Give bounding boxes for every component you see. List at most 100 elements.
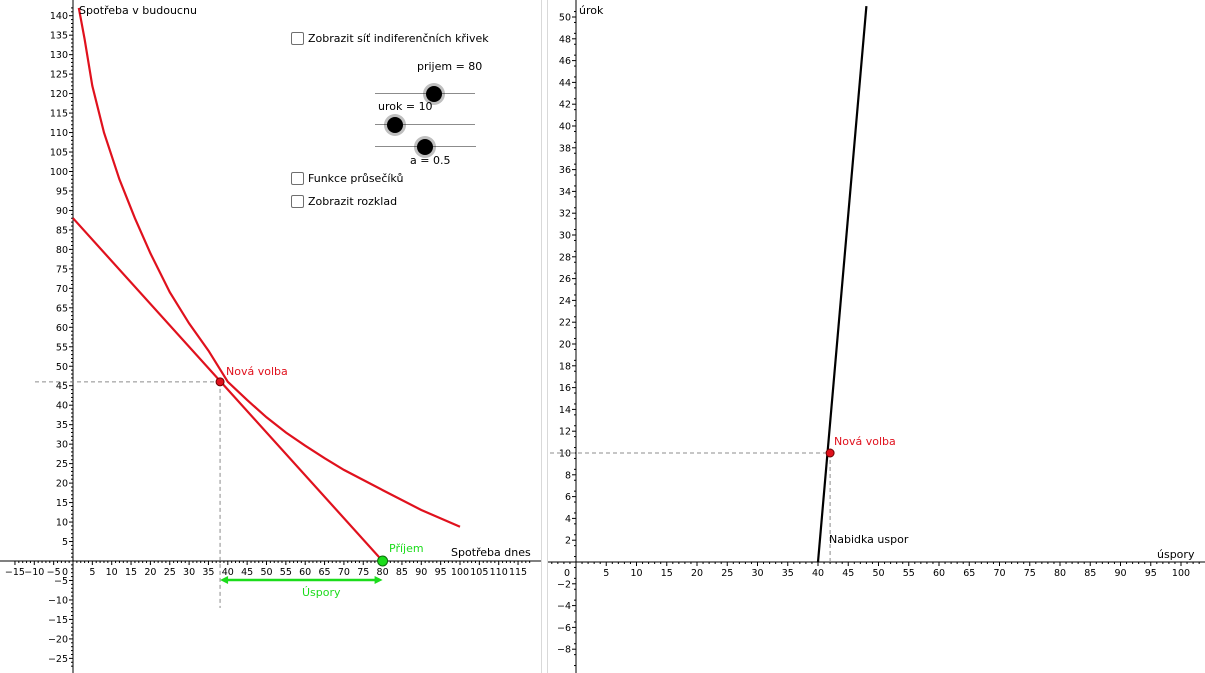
y-tick-label: 8 [565,470,571,481]
y-tick-label: −25 [48,654,68,665]
x-tick-label: 100 [1172,568,1190,579]
left-y-axis-title: Spotřeba v budoucnu [79,4,197,17]
checkbox-decomposition[interactable]: Zobrazit rozklad [291,195,397,208]
y-tick-label: 44 [559,78,571,89]
slider-a[interactable] [375,137,476,157]
savings-supply-line [816,6,868,563]
x-tick-label: 115 [509,567,527,578]
x-tick-label: 70 [993,568,1005,579]
x-tick-label: 80 [377,567,389,578]
x-tick-label: 10 [106,567,118,578]
nabidka-uspor-label: Nabidka uspor [829,533,909,546]
prijem-point[interactable] [377,555,389,567]
x-tick-label: 60 [299,567,311,578]
x-tick-label: 25 [164,567,176,578]
y-tick-label: 48 [559,34,571,45]
nova-volba-label: Nová volba [226,365,288,378]
slider-prijem[interactable] [375,84,475,104]
x-tick-label: 40 [812,568,824,579]
y-tick-label: 12 [559,427,571,438]
x-tick-label: −10 [24,567,44,578]
slider-a-label: a = 0.5 [410,154,451,167]
x-tick-label: 65 [319,567,331,578]
left-axes: −15 −10 −5 5 10 15 20 25 30 35 40 45 50 55 60 65 70 75 80 8… [0,0,541,673]
x-tick-label: 50 [260,567,272,578]
y-tick-label: 2 [565,536,571,547]
x-tick-label: 20 [691,568,703,579]
graphics-view-1[interactable]: −15 −10 −5 5 10 15 20 25 30 35 40 45 50 55 60 65 70 75 80 8… [0,0,541,673]
y-tick-label: 95 [56,186,68,197]
prijem-label: Příjem [389,542,424,555]
slider-knob[interactable] [426,86,442,102]
checkbox-box[interactable] [291,195,304,208]
right-axes: 5 10 15 20 25 30 35 40 45 50 55 60 65 70 75 80 85 90 95 100… [548,0,1205,673]
x-tick-label: 105 [470,567,488,578]
slider-knob[interactable] [417,139,433,155]
checkbox-box[interactable] [291,172,304,185]
x-tick-label: 5 [89,567,95,578]
y-tick-label: 20 [56,479,68,490]
y-tick-label: −8 [557,645,571,656]
y-tick-label: 120 [50,89,68,100]
y-tick-label: 25 [56,459,68,470]
graphics-view-2[interactable]: 5 10 15 20 25 30 35 40 45 50 55 60 65 70 75 80 85 90 95 100… [548,0,1205,673]
y-tick-label: −20 [48,634,68,645]
x-tick-label: 25 [721,568,733,579]
savings-arrow-head-left [220,575,229,584]
checkbox-box[interactable] [291,32,304,45]
x-tick-label: 45 [842,568,854,579]
origin-label: 0 [564,568,570,579]
y-tick-label: 125 [50,70,68,81]
x-tick-label: 110 [490,567,508,578]
slider-track[interactable] [375,124,475,125]
checkbox-label: Zobrazit rozklad [308,195,398,208]
indifference-curve [77,7,461,528]
y-tick-label: 36 [559,165,571,176]
y-tick-label: 40 [56,401,68,412]
y-tick-label: 40 [559,122,571,133]
savings-arrow-head-right [374,575,383,584]
y-tick-label: 115 [50,109,68,120]
slider-urok[interactable] [375,115,475,135]
checkbox-indifference-grid[interactable]: Zobrazit síť indiferenčních křivek [291,32,489,45]
x-tick-label: 60 [933,568,945,579]
checkbox-label: Zobrazit síť indiferenčních křivek [308,32,489,45]
checkbox-intersections[interactable]: Funkce průsečíků [291,172,403,185]
x-tick-label: 15 [661,568,673,579]
x-tick-label: 45 [241,567,253,578]
view-splitter[interactable] [541,0,548,673]
left-points[interactable] [215,377,389,567]
right-points[interactable] [825,448,835,458]
nova-volba-point[interactable] [215,377,225,387]
y-tick-label: 16 [559,383,571,394]
right-series [816,6,868,563]
origin-label: 0 [62,567,68,578]
y-tick-label: 42 [559,100,571,111]
y-tick-label: 75 [56,264,68,275]
x-tick-label: 55 [903,568,915,579]
y-tick-label: 28 [559,252,571,263]
y-tick-label: 70 [56,284,68,295]
x-tick-label: 35 [202,567,214,578]
slider-knob[interactable] [387,117,403,133]
consumption-plot[interactable]: −15 −10 −5 5 10 15 20 25 30 35 40 45 50 55 60 65 70 75 80 8… [0,0,541,673]
savings-plot[interactable]: 5 10 15 20 25 30 35 40 45 50 55 60 65 70 75 80 85 90 95 100… [548,0,1205,673]
y-tick-label: 30 [56,440,68,451]
y-tick-label: 32 [559,209,571,220]
y-tick-label: 5 [62,537,68,548]
y-tick-label: 34 [559,187,571,198]
y-tick-label: 18 [559,361,571,372]
nova-volba-point[interactable] [825,448,835,458]
y-tick-label: 50 [559,13,571,24]
checkbox-label: Funkce průsečíků [308,172,404,185]
y-tick-label: 10 [559,449,571,460]
x-tick-label: 95 [435,567,447,578]
x-tick-label: 90 [1114,568,1126,579]
y-tick-label: 130 [50,50,68,61]
slider-track[interactable] [375,93,475,94]
x-tick-label: 90 [415,567,427,578]
y-tick-label: 45 [56,381,68,392]
y-tick-label: −5 [54,576,68,587]
y-tick-label: 22 [559,318,571,329]
